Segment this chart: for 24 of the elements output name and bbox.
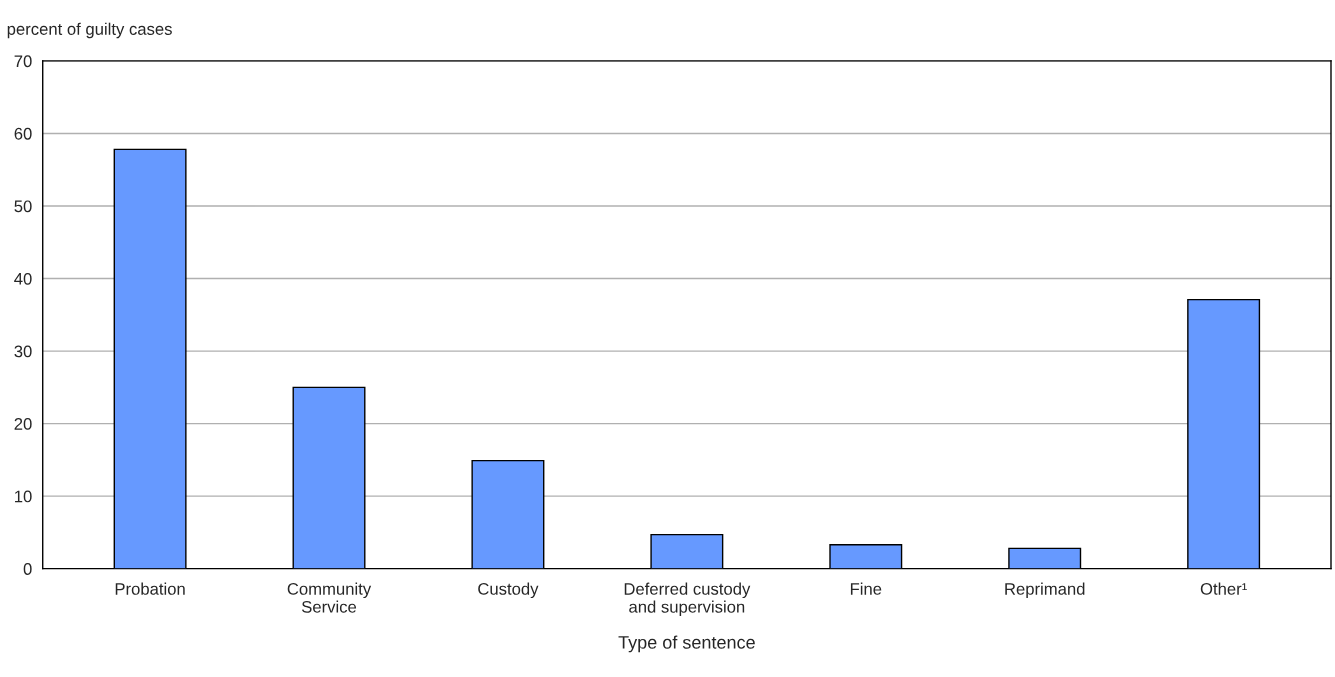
y-tick-label: 0 <box>23 563 32 575</box>
bar <box>829 544 903 569</box>
y-tick-label: 30 <box>14 345 32 358</box>
y-tick-label: 70 <box>14 55 32 68</box>
x-tick-label: Probation <box>115 582 185 595</box>
bar <box>292 386 366 569</box>
y-tick-label: 10 <box>15 490 32 503</box>
bar <box>471 459 545 569</box>
y-tick-label: 20 <box>14 418 32 430</box>
y-tick-label: 50 <box>14 200 32 213</box>
x-axis-title: Type of sentence <box>618 635 755 653</box>
y-axis-title: percent of guilty cases <box>7 22 172 39</box>
x-tick-label: Community Service <box>287 582 372 613</box>
y-tick-label: 40 <box>14 272 32 285</box>
bar <box>650 533 724 569</box>
bar <box>1187 298 1261 569</box>
bar <box>113 148 187 569</box>
x-tick-label: Custody <box>478 582 539 599</box>
bar <box>1008 547 1082 569</box>
x-tick-label: Deferred custody and supervision <box>624 582 751 617</box>
y-tick-label: 60 <box>14 127 32 140</box>
x-tick-label: Reprimand <box>1005 582 1085 599</box>
x-tick-label: Fine <box>850 582 882 595</box>
x-tick-label: Other¹ <box>1200 582 1247 595</box>
